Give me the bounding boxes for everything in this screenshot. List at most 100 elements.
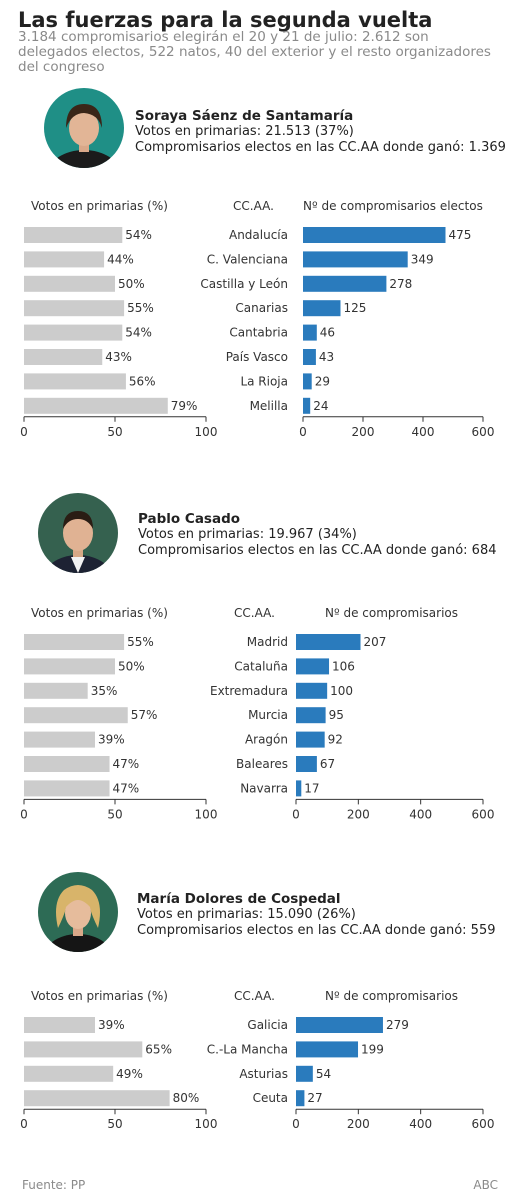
page-title: Las fuerzas para la segunda vuelta xyxy=(18,8,433,32)
vote-bar-label: 43% xyxy=(105,350,132,364)
axis-tick-label: 600 xyxy=(472,1117,495,1131)
delegate-bar-label: 17 xyxy=(304,781,319,795)
delegate-bar-label: 24 xyxy=(313,399,328,413)
vote-bar-label: 79% xyxy=(171,399,198,413)
vote-bar-label: 54% xyxy=(125,228,152,242)
axis-tick-label: 0 xyxy=(20,425,28,439)
delegate-bar-label: 95 xyxy=(329,708,344,722)
category-label: Ceuta xyxy=(253,1091,288,1105)
delegate-bar xyxy=(296,1090,305,1107)
delegate-bar xyxy=(296,1065,313,1082)
candidate-votes: Votos en primarias: 19.967 (34%) xyxy=(138,527,357,542)
vote-bar xyxy=(24,300,125,317)
left-chart-title: Votos en primarias (%) xyxy=(31,989,168,1003)
delegate-bar-label: 278 xyxy=(389,277,412,291)
vote-bar xyxy=(24,1065,114,1082)
category-label: Extremadura xyxy=(210,684,288,698)
candidate-info: María Dolores de Cospedal Votos en prima… xyxy=(137,891,495,939)
category-header: CC.AA. xyxy=(234,989,275,1003)
category-label: Galicia xyxy=(247,1018,288,1032)
vote-bar-label: 55% xyxy=(127,301,154,315)
delegate-bar xyxy=(303,275,387,292)
candidate-name: Pablo Casado xyxy=(138,511,241,527)
delegate-bar xyxy=(303,349,316,365)
vote-bar-label: 44% xyxy=(107,252,134,266)
delegate-bar xyxy=(296,634,361,650)
candidate-votes: Votos en primarias: 21.513 (37%) xyxy=(135,124,354,139)
delegate-bar xyxy=(296,756,317,772)
candidate-votes: Votos en primarias: 15.090 (26%) xyxy=(137,907,356,922)
bar-chart: Votos en primarias (%) CC.AA. Nº de compro… xyxy=(20,989,495,1131)
delegate-bar-label: 125 xyxy=(344,301,367,315)
vote-bar xyxy=(24,682,88,699)
axis-tick-label: 400 xyxy=(412,425,435,439)
axis-tick-label: 50 xyxy=(107,807,122,821)
delegate-bar-label: 46 xyxy=(320,326,335,340)
axis-tick-label: 0 xyxy=(299,425,307,439)
vote-bar-label: 50% xyxy=(118,659,145,673)
axis-tick-label: 200 xyxy=(352,425,375,439)
portrait-icon xyxy=(44,88,124,168)
category-label: Aragón xyxy=(245,733,288,747)
delegate-bar xyxy=(296,780,302,797)
axis-tick-label: 200 xyxy=(347,807,370,821)
category-label: Cataluña xyxy=(234,659,288,673)
delegate-bar-label: 475 xyxy=(449,228,472,242)
page-subtitle: 3.184 compromisarios elegirán el 20 y 21… xyxy=(18,29,491,75)
category-label: Andalucía xyxy=(229,228,288,242)
axis-tick-label: 0 xyxy=(292,1117,300,1131)
vote-bar xyxy=(24,275,115,292)
axis-tick-label: 100 xyxy=(195,425,218,439)
delegate-bar xyxy=(303,397,311,414)
avatar xyxy=(38,493,118,573)
vote-bar-label: 39% xyxy=(98,733,125,747)
axis-tick-label: 600 xyxy=(472,807,495,821)
vote-bar xyxy=(24,1017,95,1033)
category-label: La Rioja xyxy=(240,374,288,388)
vote-bar-label: 80% xyxy=(173,1091,200,1105)
delegate-bar xyxy=(303,373,312,390)
delegate-bar xyxy=(296,731,325,748)
category-label: C. Valenciana xyxy=(207,252,288,266)
vote-bar xyxy=(24,731,95,748)
candidate-delegates: Compromisarios electos en las CC.AA dond… xyxy=(138,543,497,558)
axis-tick-label: 400 xyxy=(409,807,432,821)
portrait-icon xyxy=(38,872,118,952)
vote-bar-label: 35% xyxy=(91,684,118,698)
vote-bar-label: 54% xyxy=(125,326,152,340)
category-header: CC.AA. xyxy=(234,606,275,620)
avatar xyxy=(44,88,124,168)
axis-tick-label: 0 xyxy=(292,807,300,821)
category-label: Madrid xyxy=(247,635,288,649)
axis-tick-label: 100 xyxy=(195,1117,218,1131)
delegate-bar xyxy=(296,682,328,699)
vote-bar-label: 56% xyxy=(129,374,156,388)
delegate-bar-label: 43 xyxy=(319,350,334,364)
delegate-bar-label: 199 xyxy=(361,1042,384,1056)
delegate-bar-label: 106 xyxy=(332,659,355,673)
vote-bar xyxy=(24,251,105,268)
category-label: Asturias xyxy=(239,1067,288,1081)
vote-bar-label: 39% xyxy=(98,1018,125,1032)
candidate-name: Soraya Sáenz de Santamaría xyxy=(135,108,354,124)
delegate-bar xyxy=(296,1017,383,1033)
candidate-info: Soraya Sáenz de Santamaría Votos en prim… xyxy=(135,108,506,156)
source-note: Fuente: PP xyxy=(22,1178,86,1192)
axis-tick-label: 600 xyxy=(472,425,495,439)
delegate-bar-label: 54 xyxy=(316,1067,331,1081)
vote-bar-label: 50% xyxy=(118,277,145,291)
candidate-name: María Dolores de Cospedal xyxy=(137,891,341,907)
bar-chart: Votos en primarias (%) CC.AA. Nº de compro… xyxy=(20,199,495,439)
delegate-bar-label: 29 xyxy=(315,374,330,388)
delegate-bar-label: 100 xyxy=(330,684,353,698)
vote-bar xyxy=(24,756,110,772)
vote-bar-label: 47% xyxy=(113,757,140,771)
axis-tick-label: 0 xyxy=(20,807,28,821)
chart-panel: Votos en primarias (%) CC.AA. Nº de compro… xyxy=(0,190,510,450)
category-label: Cantabria xyxy=(229,326,288,340)
credit-note: ABC xyxy=(473,1178,498,1192)
vote-bar xyxy=(24,707,128,724)
avatar xyxy=(38,872,118,952)
chart-panel: Votos en primarias (%) CC.AA. Nº de compro… xyxy=(0,980,510,1160)
left-chart-title: Votos en primarias (%) xyxy=(31,199,168,213)
